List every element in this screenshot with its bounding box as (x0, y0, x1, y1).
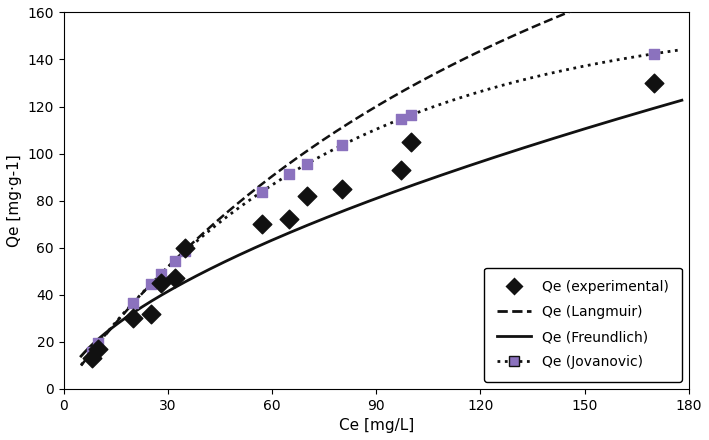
Qe (experimental) (336, 185, 347, 192)
Qe (Langmuir) (366, 107, 374, 113)
Point (86, 348, 97, 355)
Qe (Freundlich) (77, 353, 85, 359)
Point (395, 116, 406, 123)
Point (169, 257, 181, 264)
Qe (Freundlich) (435, 173, 443, 179)
Qe (Langmuir) (569, 7, 578, 13)
Qe (Langmuir) (435, 69, 443, 74)
Line: Qe (Langmuir): Qe (Langmuir) (81, 0, 682, 366)
Qe (Langmuir) (402, 87, 411, 92)
Y-axis label: Qe [mg·g-1]: Qe [mg·g-1] (7, 154, 22, 247)
Qe (experimental) (406, 138, 417, 145)
Legend: Qe (experimental), Qe (Langmuir), Qe (Freundlich), Qe (Jovanovic): Qe (experimental), Qe (Langmuir), Qe (Fr… (484, 268, 682, 382)
Point (256, 188, 267, 195)
Point (155, 271, 167, 278)
Qe (Freundlich) (366, 198, 374, 203)
Qe (Langmuir) (362, 110, 371, 115)
Point (406, 111, 417, 118)
Point (145, 281, 156, 288)
Qe (experimental) (649, 80, 660, 87)
Qe (Freundlich) (663, 102, 671, 107)
Qe (experimental) (179, 244, 191, 251)
Point (301, 161, 313, 168)
X-axis label: Ce [mg/L]: Ce [mg/L] (339, 418, 414, 433)
Qe (experimental) (169, 275, 181, 282)
Qe (experimental) (128, 315, 139, 322)
Qe (experimental) (93, 345, 104, 352)
Point (649, 50, 660, 57)
Qe (experimental) (86, 355, 97, 362)
Qe (Freundlich) (569, 130, 578, 135)
Point (93, 339, 104, 346)
Qe (Langmuir) (77, 363, 85, 368)
Qe (experimental) (395, 166, 406, 173)
Point (179, 248, 191, 255)
Qe (Freundlich) (402, 185, 411, 190)
Line: Qe (Freundlich): Qe (Freundlich) (81, 100, 682, 356)
Qe (experimental) (301, 192, 313, 199)
Qe (Freundlich) (678, 98, 686, 103)
Qe (experimental) (256, 220, 267, 227)
Qe (experimental) (284, 216, 295, 223)
Qe (experimental) (155, 279, 167, 286)
Point (128, 299, 139, 306)
Point (336, 142, 347, 149)
Qe (experimental) (145, 310, 156, 317)
Point (284, 171, 295, 178)
Qe (Freundlich) (362, 199, 371, 205)
